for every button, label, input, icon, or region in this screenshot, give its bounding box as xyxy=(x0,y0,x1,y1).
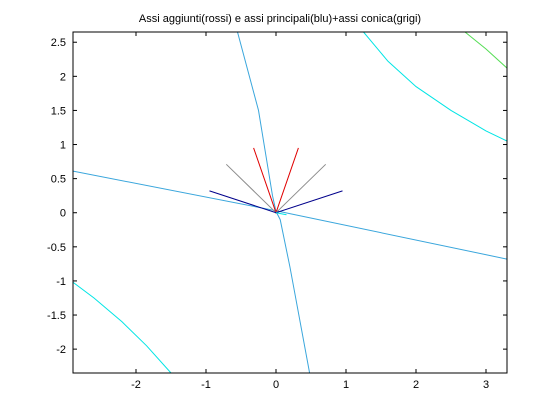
y-tick-label: 2.5 xyxy=(51,37,66,49)
x-tick-label: 2 xyxy=(413,379,419,391)
series-line-4 xyxy=(464,32,507,69)
series-line-3 xyxy=(73,281,172,373)
x-tick-label: -1 xyxy=(201,379,211,391)
y-tick-label: -1 xyxy=(56,276,66,288)
chart-title: Assi aggiunti(rossi) e assi principali(b… xyxy=(139,13,421,25)
series-line-0 xyxy=(73,170,507,260)
y-tick-label: 0 xyxy=(60,208,66,220)
y-tick-label: 1 xyxy=(60,140,66,152)
y-tick-label: 0.5 xyxy=(51,174,66,186)
x-tick-label: 0 xyxy=(273,379,279,391)
series-line-8 xyxy=(275,212,287,216)
y-tick-label: -2 xyxy=(56,344,66,356)
plot-area xyxy=(73,32,507,373)
series-line-2 xyxy=(363,32,507,142)
x-tick-label: 3 xyxy=(483,379,489,391)
y-tick-label: -1.5 xyxy=(47,310,66,322)
x-tick-label: -2 xyxy=(131,379,141,391)
y-tick-label: -0.5 xyxy=(47,242,66,254)
y-tick-label: 2 xyxy=(60,71,66,83)
tick-layer: -2 -1 0 1 2 3 -2 -1.5 -1 -0.5 0 0.5 1 1.5 2 2.5 xyxy=(47,32,507,391)
series-layer xyxy=(73,32,507,373)
axes-box xyxy=(72,31,508,374)
y-tick-label: 1.5 xyxy=(51,105,66,117)
x-tick-label: 1 xyxy=(343,379,349,391)
